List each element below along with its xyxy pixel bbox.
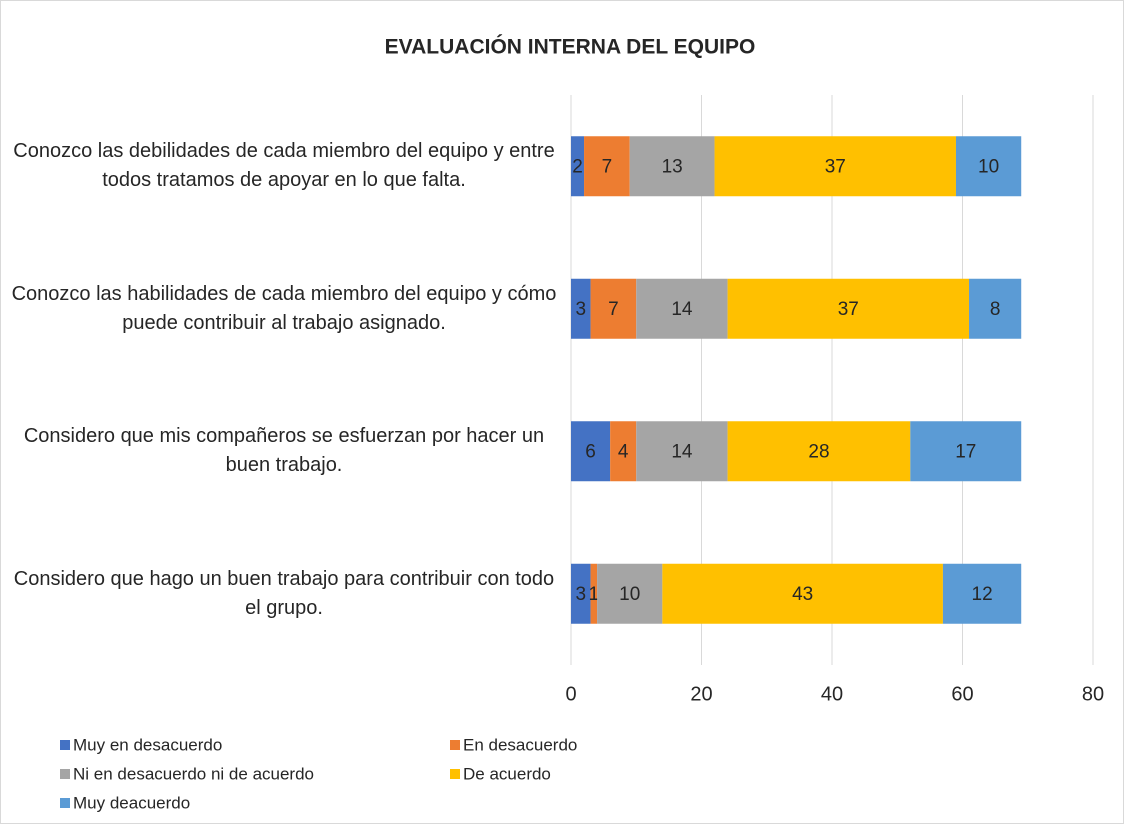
bar-segment — [584, 136, 630, 197]
bar-segment — [910, 421, 1022, 482]
x-tick-label: 0 — [565, 683, 576, 705]
bar-segment — [727, 278, 970, 339]
bar-segment — [636, 278, 728, 339]
data-label: 37 — [838, 299, 859, 320]
y-tick-label: Considero que hago un buen trabajo para … — [13, 567, 555, 619]
bar-segment — [571, 421, 611, 482]
x-tick-label: 60 — [951, 683, 973, 705]
legend-label: En desacuerdo — [463, 735, 577, 754]
bar-segment — [571, 563, 591, 624]
x-tick-label: 40 — [821, 683, 843, 705]
data-label: 3 — [575, 584, 586, 605]
bar-segment — [571, 136, 585, 197]
data-label: 3 — [575, 299, 586, 320]
legend-label: Muy deacuerdo — [73, 793, 190, 812]
bar-segment — [610, 421, 637, 482]
bar-segment — [662, 563, 943, 624]
y-tick-label: Conozco las debilidades de cada miembro … — [13, 140, 555, 192]
legend-swatch — [60, 769, 70, 779]
data-label: 43 — [792, 584, 813, 605]
legend-label: De acuerdo — [463, 764, 551, 783]
data-label: 14 — [671, 441, 693, 462]
bar-segment — [629, 136, 715, 197]
legend-swatch — [60, 798, 70, 808]
bar-segment — [969, 278, 1022, 339]
y-tick-label: Considero que mis compañeros se esfuerza… — [23, 425, 545, 477]
data-label: 28 — [808, 441, 829, 462]
bar-segment — [955, 136, 1022, 197]
data-label: 2 — [572, 156, 583, 177]
bar-segment — [571, 278, 591, 339]
data-label: 14 — [671, 299, 693, 320]
bar-segment — [636, 421, 728, 482]
x-tick-label: 80 — [1082, 683, 1104, 705]
data-label: 6 — [585, 441, 596, 462]
bar-segment — [727, 421, 911, 482]
data-label: 10 — [619, 584, 640, 605]
bar-segment — [590, 563, 598, 624]
legend-label: Muy en desacuerdo — [73, 735, 222, 754]
y-tick-label: Conozco las habilidades de cada miembro … — [11, 282, 557, 334]
data-label: 13 — [662, 156, 683, 177]
bar-segment — [590, 278, 637, 339]
x-tick-label: 20 — [690, 683, 712, 705]
chart-title: EVALUACIÓN INTERNA DEL EQUIPO — [385, 35, 756, 59]
data-label: 10 — [978, 156, 999, 177]
data-label: 17 — [955, 441, 976, 462]
bar-segment — [942, 563, 1022, 624]
data-label: 8 — [990, 299, 1001, 320]
bar-segment — [597, 563, 663, 624]
legend-label: Ni en desacuerdo ni de acuerdo — [73, 764, 314, 783]
data-label: 12 — [972, 584, 993, 605]
data-label: 7 — [608, 299, 619, 320]
bar-segment — [714, 136, 956, 197]
legend-swatch — [60, 740, 70, 750]
data-label: 1 — [589, 584, 600, 605]
data-label: 4 — [618, 441, 629, 462]
data-label: 7 — [602, 156, 613, 177]
legend-swatch — [450, 769, 460, 779]
legend-swatch — [450, 740, 460, 750]
data-label: 37 — [825, 156, 846, 177]
